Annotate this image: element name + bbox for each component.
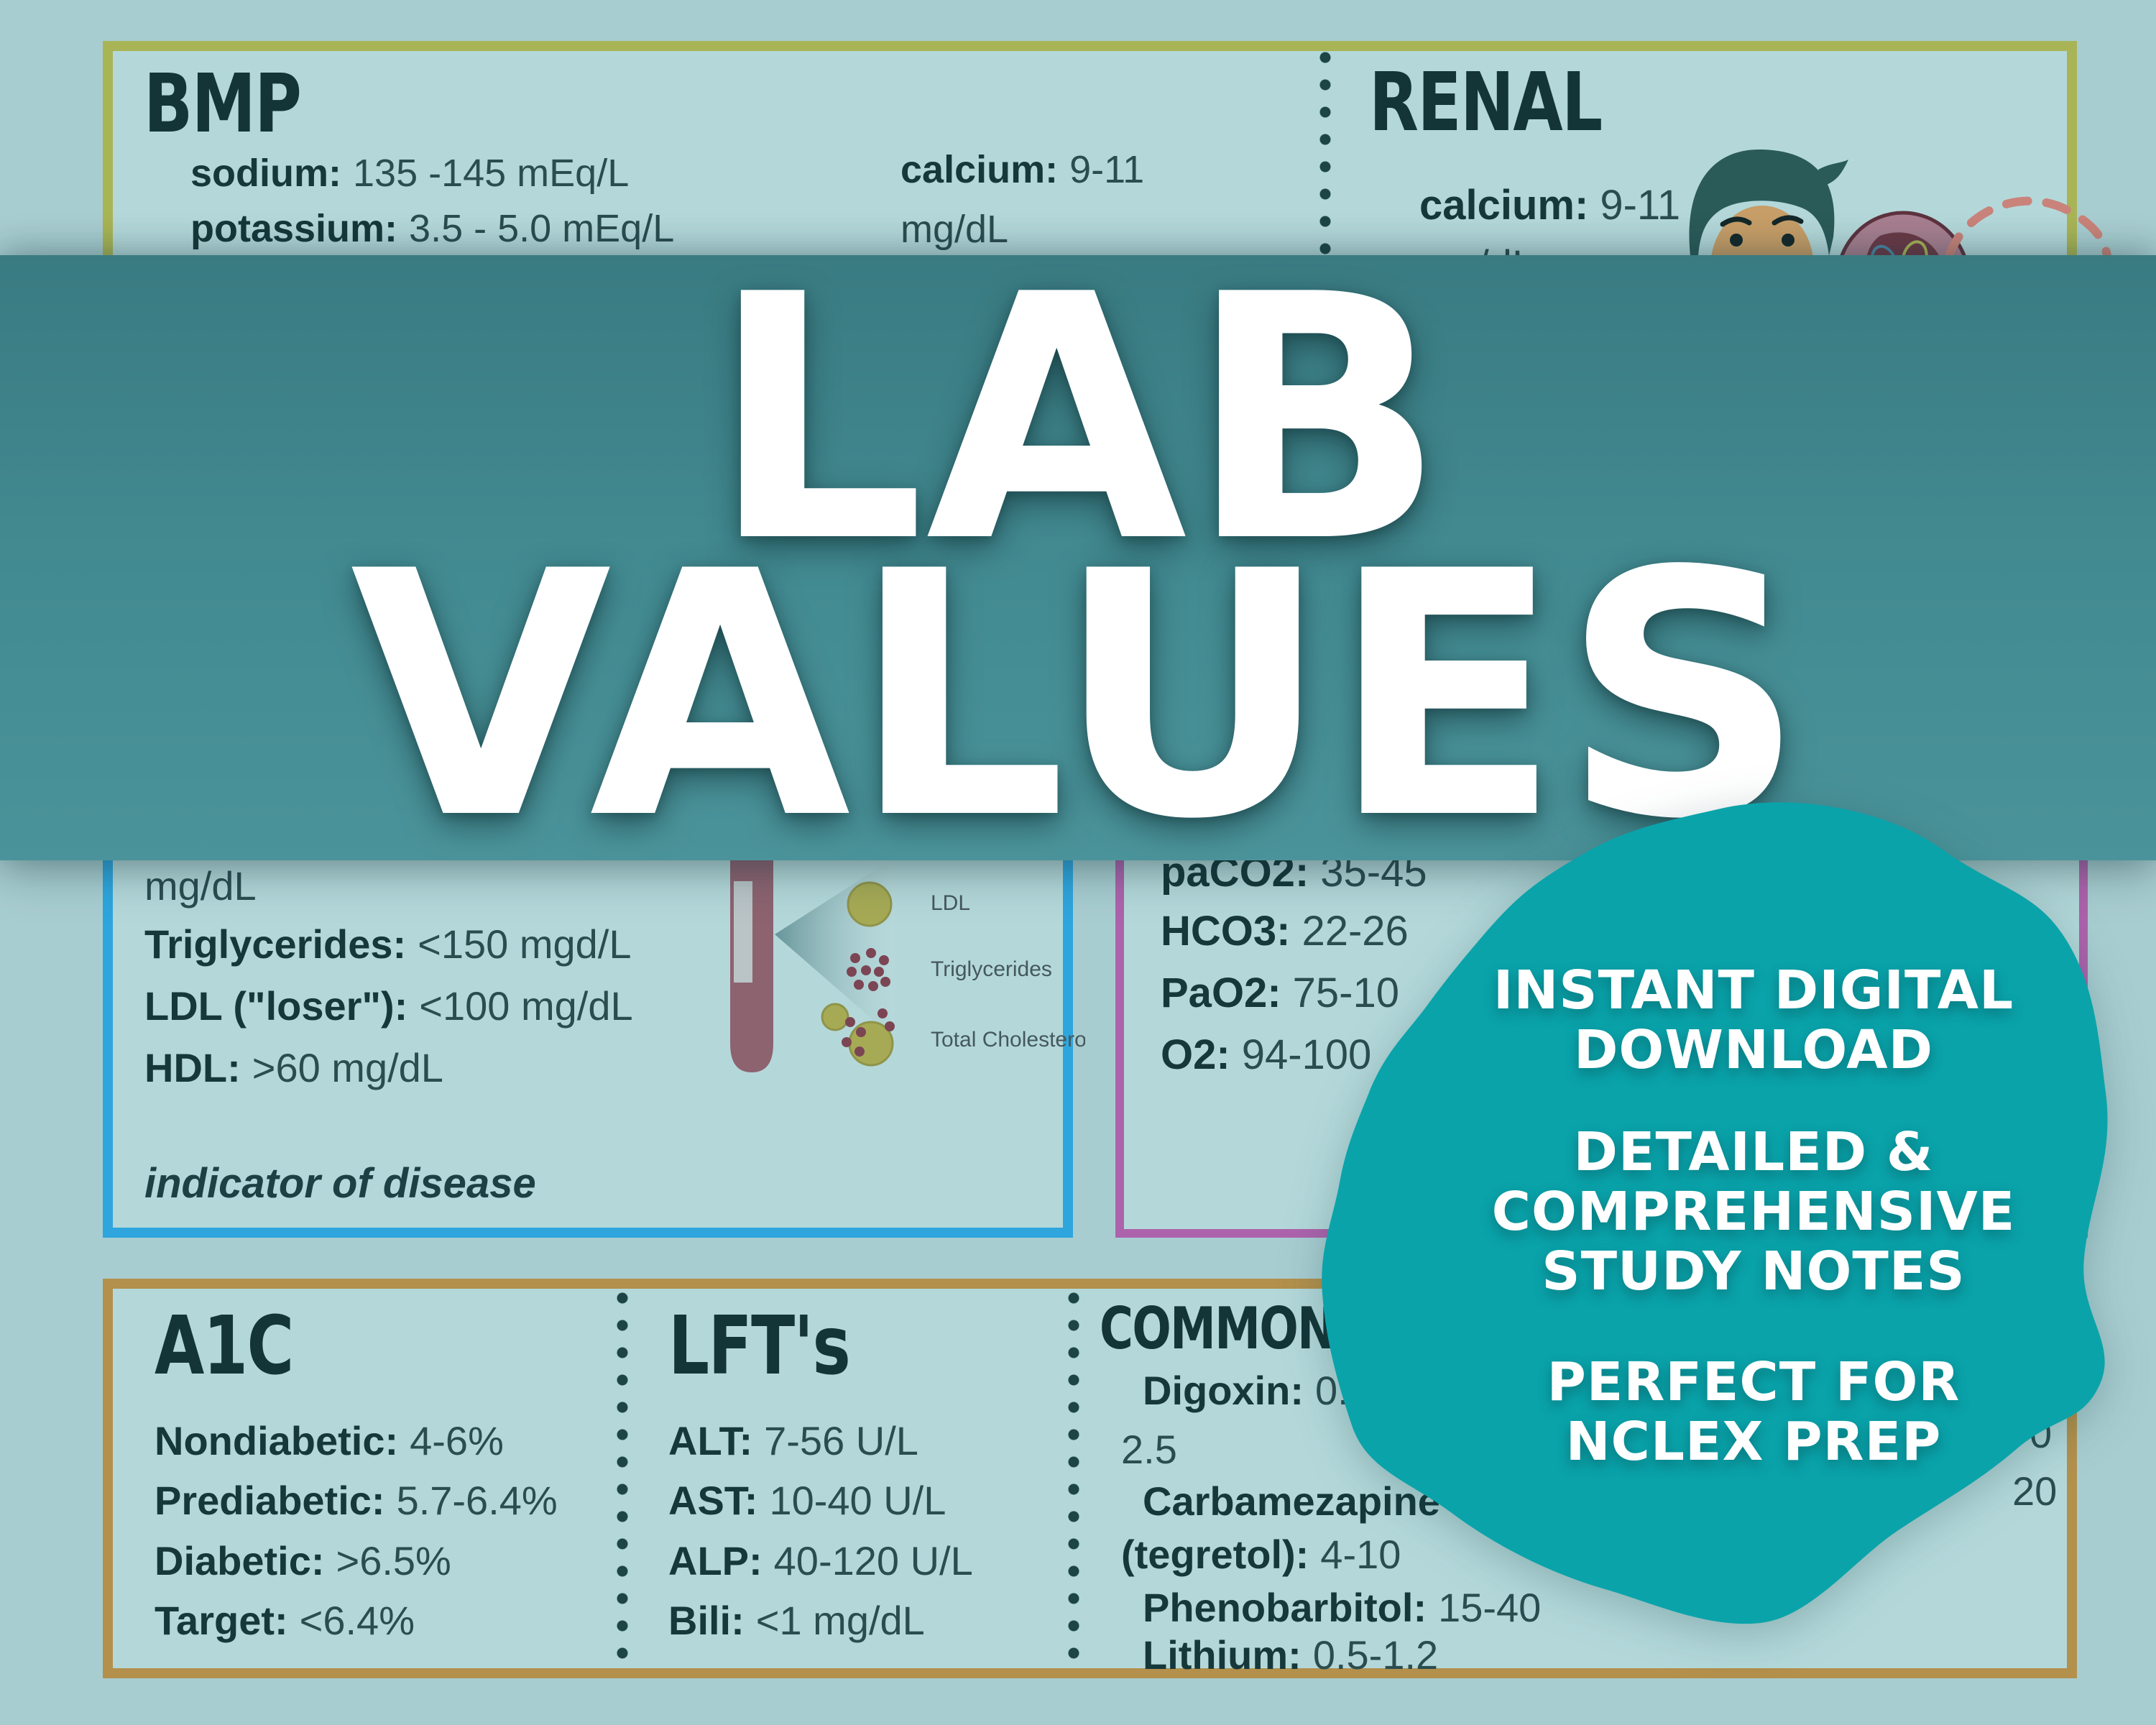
cholesterol-note: indicator of disease (144, 1160, 536, 1207)
badge-detailed-3: STUDY NOTES (1542, 1241, 1966, 1302)
lft-alp: ALP: 40-120 U/L (668, 1538, 973, 1583)
badge-instant-1: INSTANT DIGITAL (1493, 960, 2014, 1021)
ldl-ball (847, 881, 893, 927)
cholesterol-unit-line: mg/dL (144, 863, 257, 908)
badge-instant-2: DOWNLOAD (1573, 1019, 1934, 1081)
badge-detailed-2: COMPREHENSIVE (1491, 1181, 2016, 1243)
bmp-sodium: sodium: 135 -145 mEq/L (190, 152, 630, 195)
triglycerides-label: Triglycerides (931, 957, 1052, 981)
drug-fragment-2: 20 (2012, 1468, 2058, 1514)
bmp-calcium: calcium: 9-11 (900, 148, 1145, 191)
bmp-calcium-unit: mg/dL (900, 208, 1009, 251)
a1c-target: Target: <6.4% (155, 1598, 415, 1643)
triglyceride-dots (847, 948, 890, 991)
badge-nclex-1: PERFECT FOR (1547, 1351, 1961, 1413)
drug-phenobarbitol: Phenobarbitol: 15-40 (1143, 1585, 1542, 1630)
renal-calcium: calcium: 9-11 (1419, 182, 1681, 229)
badge-blob (1322, 802, 2108, 1624)
a1c-title: A1C (155, 1300, 294, 1393)
lft-bili: Bili: <1 mg/dL (668, 1598, 925, 1643)
lft-drugs-divider (1068, 1289, 1079, 1669)
title-line-values: VALUES (350, 500, 1806, 893)
renal-title: RENAL (1369, 56, 1603, 150)
bmp-potassium: potassium: 3.5 - 5.0 mEq/L (190, 207, 675, 250)
ldl-line: LDL ("loser"): <100 mg/dL (144, 983, 633, 1029)
o2-line: O2: 94-100 (1161, 1031, 1372, 1078)
a1c-prediabetic: Prediabetic: 5.7-6.4% (155, 1478, 558, 1523)
lft-alt: ALT: 7-56 U/L (668, 1418, 918, 1463)
total-cholesterol-label: Total Cholesterol (931, 1028, 1085, 1052)
blood-tube-diagram: LDL Triglycerides Total Cholesterol (730, 827, 1085, 1072)
lft-title: LFT's (668, 1300, 851, 1393)
a1c-diabetic: Diabetic: >6.5% (155, 1538, 451, 1583)
badge-detailed-1: DETAILED & (1573, 1121, 1934, 1183)
title-banner: LAB VALUES (0, 222, 2156, 893)
renal-illustration (1689, 149, 2111, 256)
triglycerides-line: Triglycerides: <150 mgd/L (144, 921, 632, 967)
hco3-line: HCO3: 22-26 (1161, 908, 1409, 954)
lft-ast: AST: 10-40 U/L (668, 1478, 946, 1523)
pao2-line: PaO2: 75-10 (1161, 970, 1399, 1016)
hdl-line: HDL: >60 mg/dL (144, 1045, 443, 1090)
badge-nclex-2: NCLEX PREP (1565, 1411, 1942, 1473)
bmp-title: BMP (144, 58, 302, 151)
total-cholesterol-balls (821, 1003, 895, 1067)
drug-tegretol: (tegretol): 4-10 (1121, 1532, 1401, 1577)
a1c-lft-divider (617, 1289, 628, 1669)
drug-lithium: Lithium: 0.5-1.2 (1143, 1632, 1439, 1678)
person-face-icon (1689, 149, 1848, 256)
dashed-arc (1945, 196, 2111, 256)
drug-digoxin-wrap: 2.5 (1121, 1427, 1177, 1472)
ldl-label: LDL (931, 891, 970, 915)
drug-carbamezapine: Carbamezapine (1143, 1478, 1440, 1524)
title-line-lab: LAB (709, 222, 1447, 616)
a1c-nondiabetic: Nondiabetic: 4-6% (155, 1418, 504, 1463)
page-title: LAB VALUES (0, 222, 2156, 893)
